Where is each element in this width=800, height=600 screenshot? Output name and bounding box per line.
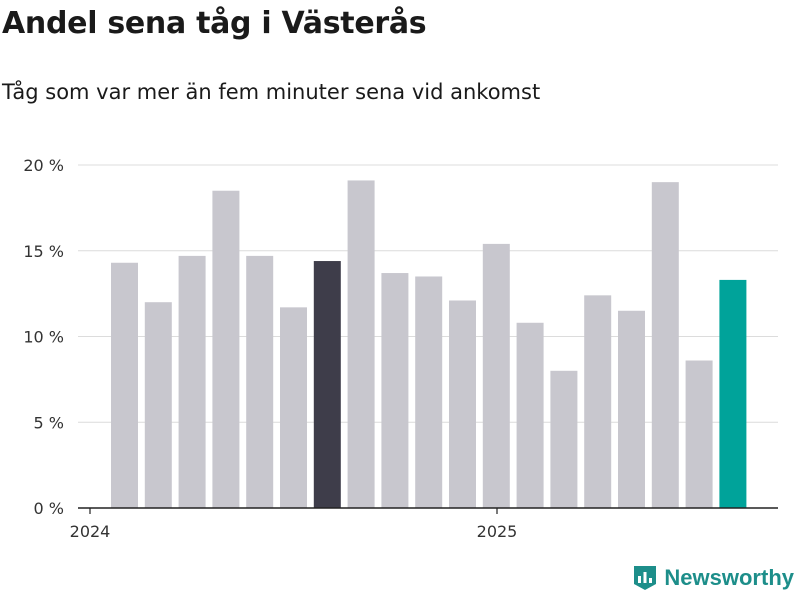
bar bbox=[685, 360, 713, 508]
bar bbox=[516, 322, 544, 508]
bar bbox=[313, 261, 341, 508]
bar bbox=[651, 182, 679, 508]
y-tick-label: 0 % bbox=[34, 499, 64, 518]
newsworthy-logo-icon bbox=[634, 566, 657, 590]
bar bbox=[449, 300, 476, 508]
x-tick-label: 2024 bbox=[70, 522, 111, 541]
bar bbox=[415, 276, 443, 508]
bar bbox=[381, 273, 409, 508]
chart-subtitle: Tåg som var mer än fem minuter sena vid … bbox=[2, 80, 541, 104]
bar bbox=[584, 295, 612, 508]
bar bbox=[347, 180, 375, 508]
bar bbox=[550, 370, 578, 508]
bar bbox=[111, 262, 138, 508]
bar bbox=[144, 302, 172, 508]
bar bbox=[178, 255, 206, 508]
y-tick-label: 20 % bbox=[23, 156, 64, 175]
brand: Newsworthy bbox=[632, 564, 794, 592]
bar bbox=[212, 190, 240, 508]
y-tick-label: 10 % bbox=[23, 328, 64, 347]
bar bbox=[246, 255, 274, 508]
brand-name: Newsworthy bbox=[664, 565, 794, 590]
y-tick-label: 15 % bbox=[23, 242, 64, 261]
bar bbox=[482, 243, 510, 508]
bar bbox=[280, 307, 307, 508]
bar-chart: 0 % 5 % 10 % 15 % 20 % 2024 2025 bbox=[23, 156, 778, 541]
chart-title: Andel sena tåg i Västerås bbox=[2, 6, 427, 41]
bar bbox=[719, 279, 747, 508]
x-tick-label: 2025 bbox=[477, 522, 518, 541]
y-tick-label: 5 % bbox=[34, 413, 64, 432]
bar bbox=[618, 310, 645, 508]
